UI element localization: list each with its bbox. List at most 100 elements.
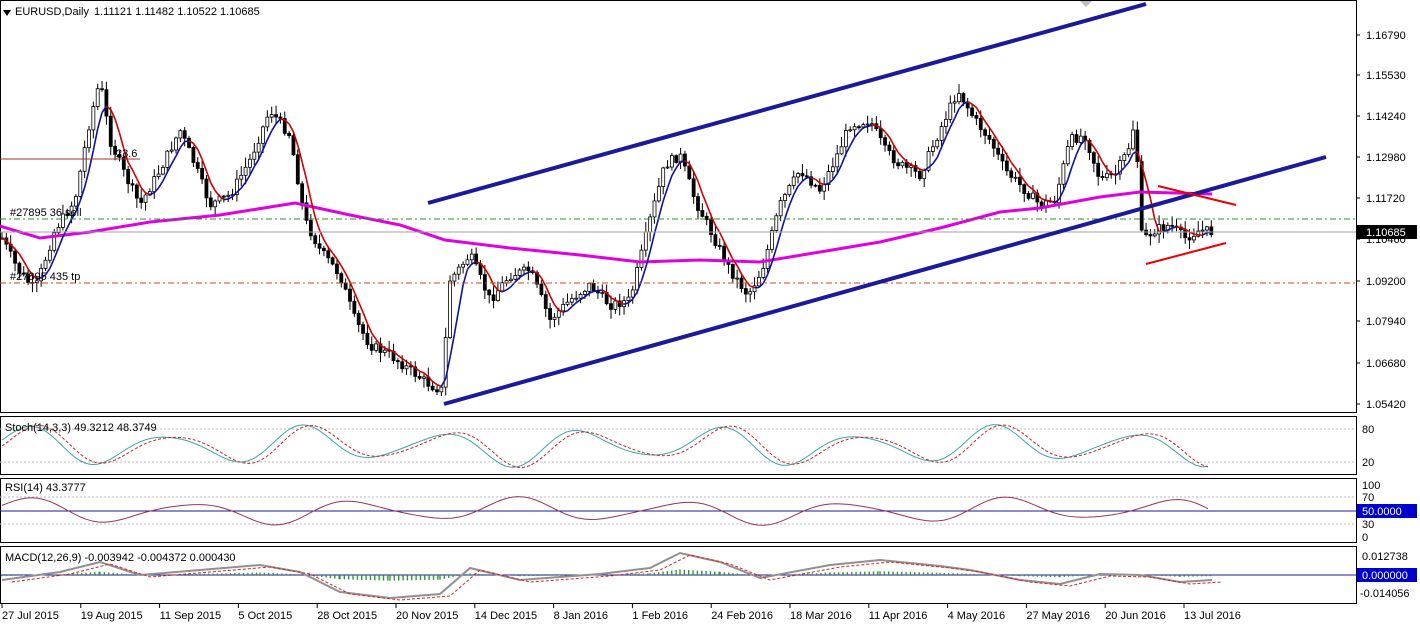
candle-body xyxy=(992,139,995,148)
candle-body xyxy=(592,283,595,290)
triangle-down-icon[interactable] xyxy=(3,10,11,16)
candle-body xyxy=(292,136,295,155)
candle-body xyxy=(749,292,752,294)
candle-body xyxy=(1149,234,1152,235)
candle-body xyxy=(301,184,304,203)
candle-body xyxy=(331,258,334,264)
candle-body xyxy=(1027,194,1030,199)
candle-body xyxy=(744,289,747,294)
rsi-pane[interactable]: RSI(14) 43.3777 100 70 30 0 50.0000 xyxy=(0,479,1417,545)
candle-body xyxy=(349,289,352,301)
candle-body xyxy=(244,167,247,175)
candle-body xyxy=(757,277,760,285)
candle-body xyxy=(505,281,508,283)
rsi-label: RSI(14) 43.3777 xyxy=(5,482,86,494)
candle-body xyxy=(240,175,243,179)
candle-body xyxy=(1132,130,1135,149)
price-tick-label: 1.12980 xyxy=(1366,152,1406,164)
time-tick-label: 4 May 2016 xyxy=(948,610,1005,622)
candle-body xyxy=(144,195,147,202)
candle-body xyxy=(101,89,104,90)
candle-body xyxy=(762,268,765,277)
candle-body xyxy=(370,345,373,351)
candle-body xyxy=(801,174,804,176)
diamond-icon[interactable] xyxy=(1080,1,1092,7)
candle-body xyxy=(401,362,404,369)
candle-body xyxy=(892,151,895,163)
candle-body xyxy=(688,166,691,179)
candle-body xyxy=(383,350,386,352)
candle-body xyxy=(366,333,369,344)
candle-body xyxy=(888,145,891,151)
candle-body xyxy=(270,115,273,118)
rsi-tick-30: 30 xyxy=(1362,519,1374,531)
candle-body xyxy=(984,130,987,136)
fib-level-label: 23.6 xyxy=(116,148,137,160)
main-pane[interactable]: 1.167901.155301.142401.129801.117201.104… xyxy=(0,1,1417,413)
price-axis-ticks: 1.167901.155301.142401.129801.117201.104… xyxy=(1356,30,1406,411)
time-tick-label: 27 Jul 2015 xyxy=(2,610,59,622)
candle-body xyxy=(866,124,869,125)
candle-body xyxy=(644,232,647,250)
candle-body xyxy=(962,94,965,102)
candle-body xyxy=(436,390,439,392)
candle-body xyxy=(657,187,660,201)
rsi-tick-70: 70 xyxy=(1362,492,1374,504)
candle-body xyxy=(1018,177,1021,184)
candle-body xyxy=(248,159,251,167)
macd-pane[interactable]: MACD(12,26,9) -0.003942 -0.004372 0.0004… xyxy=(0,547,1417,604)
candle-body xyxy=(566,302,569,304)
candle-body xyxy=(109,116,112,146)
candle-body xyxy=(1031,193,1034,198)
stoch-tick-20: 20 xyxy=(1362,457,1374,469)
stoch-pane[interactable]: Stoch(14,3,3) 49.3212 48.3749 80 20 xyxy=(0,417,1374,475)
stoch-label: Stoch(14,3,3) 49.3212 48.3749 xyxy=(5,422,157,434)
candle-body xyxy=(792,177,795,185)
candle-body xyxy=(1023,185,1026,194)
time-tick-label: 20 Nov 2015 xyxy=(396,610,458,622)
candle-body xyxy=(997,148,1000,154)
candle-body xyxy=(322,248,325,250)
candle-body xyxy=(936,140,939,146)
candle-body xyxy=(949,103,952,119)
candle-body xyxy=(518,270,521,275)
price-tick-label: 1.11720 xyxy=(1366,193,1405,205)
candle-body xyxy=(544,295,547,309)
candle-body xyxy=(731,264,734,278)
candle-body xyxy=(1192,236,1195,240)
price-tick-label: 1.15530 xyxy=(1366,70,1406,82)
candle-body xyxy=(1105,174,1108,178)
candle-body xyxy=(492,295,495,301)
candle-body xyxy=(431,386,434,389)
time-tick-label: 28 Oct 2015 xyxy=(317,610,377,622)
candle-body xyxy=(627,297,630,301)
candle-body xyxy=(1188,238,1191,240)
candle-body xyxy=(879,129,882,138)
candle-body xyxy=(396,361,399,362)
candle-body xyxy=(296,155,299,184)
candle-body xyxy=(814,185,817,186)
triangle-lower-line[interactable] xyxy=(1146,243,1226,264)
candle-body xyxy=(570,299,573,303)
channel-upper-line[interactable] xyxy=(428,4,1146,203)
time-tick-label: 1 Feb 2016 xyxy=(632,610,688,622)
candle-body xyxy=(675,156,678,163)
candle-body xyxy=(831,167,834,172)
candle-body xyxy=(1071,135,1074,147)
stoch-tick-80: 80 xyxy=(1362,424,1374,436)
tp-order-label: #27895 435 tp xyxy=(10,271,80,283)
time-tick-label: 27 May 2016 xyxy=(1026,610,1090,622)
candle-body xyxy=(766,249,769,268)
candle-body xyxy=(209,198,212,207)
candle-body xyxy=(279,117,282,119)
time-tick-label: 19 Aug 2015 xyxy=(81,610,143,622)
candle-body xyxy=(266,117,269,127)
candle-body xyxy=(135,185,138,198)
candle-body xyxy=(779,201,782,216)
candle-body xyxy=(74,196,77,206)
candle-body xyxy=(453,274,456,281)
ma-slow-line xyxy=(0,192,1212,262)
candle-body xyxy=(540,284,543,295)
candle-body xyxy=(697,197,700,211)
